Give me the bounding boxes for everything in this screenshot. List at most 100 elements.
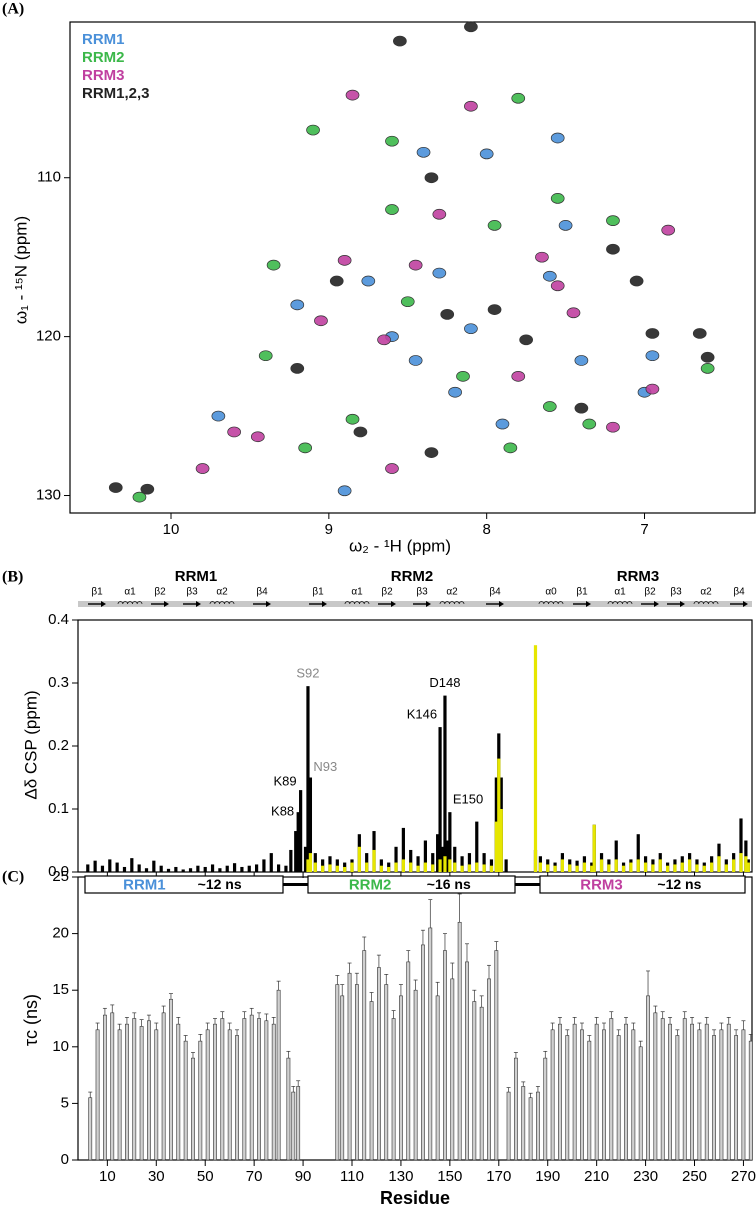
bar [631,1029,636,1161]
helix [693,601,719,605]
bar [438,727,442,872]
bar [732,859,736,872]
domain-box [307,875,516,894]
peak [337,254,352,266]
strand-head [391,601,396,607]
helix [607,601,633,605]
peak [424,172,439,184]
bar [702,865,706,872]
bar [276,989,281,1161]
strand-head [101,601,106,607]
peak [661,224,676,236]
bar [284,865,288,872]
x-tick-label: 170 [486,1168,511,1185]
domain-name: RRM1 [123,876,166,893]
bar [335,984,340,1161]
domain-label: RRM3 [617,568,660,585]
peak [700,363,715,374]
peak [645,383,660,395]
peak [692,328,707,339]
legend-entry: RRM1 [82,31,125,48]
bar [494,950,499,1161]
bar [592,824,596,872]
bar [296,812,300,872]
x-tick-label: 10 [163,521,180,538]
bar [697,1029,702,1161]
bar [299,790,303,872]
bar [271,1023,276,1161]
bar [565,1035,570,1161]
bar [379,865,383,872]
peak [393,35,407,47]
bar [704,1023,709,1161]
bar [218,868,222,872]
bar [450,978,455,1161]
bar [335,865,339,872]
peak [250,431,265,443]
peak [266,259,281,271]
peak [535,251,549,263]
y-tick-label: 20 [52,925,69,942]
peak [464,21,478,33]
bar [443,856,447,872]
y-tick-label: 0.3 [48,674,69,691]
bar [575,865,579,872]
bar [130,858,134,872]
sse-label: β4 [256,587,268,598]
legend-entry: RRM3 [82,67,125,84]
peak [606,215,620,226]
peak [227,426,241,438]
x-tick-label: 150 [437,1168,462,1185]
bar [744,856,748,872]
domain-tau: ~12 ns [657,876,701,892]
sse-label: β3 [186,587,198,598]
bar [362,950,367,1161]
bar [264,1020,269,1161]
bar [680,862,684,872]
bar [550,1029,555,1161]
peak [329,275,344,287]
bar [188,868,193,872]
bar [506,1091,511,1161]
domain-box [539,875,746,894]
peak [495,418,510,430]
peak [195,463,210,474]
y-tick-label: 0 [61,1151,69,1168]
bar [746,862,750,872]
bar [438,859,442,872]
bar [682,1018,687,1161]
peak [606,421,620,433]
annotation: D148 [429,675,460,690]
bar [394,862,398,872]
peak [645,350,660,362]
panel-label: (C) [2,869,24,886]
peak [629,275,644,287]
bar [479,1006,484,1161]
bar [599,859,604,872]
peak [574,402,589,414]
bar [247,865,251,872]
bar [616,1035,621,1161]
sse-label: β4 [489,587,501,598]
annotation: K89 [273,774,296,789]
strand-head [196,601,201,607]
domain-label: RRM2 [391,568,434,585]
peak [519,334,533,346]
bar [653,1012,658,1161]
bar [354,984,359,1161]
bar [394,846,398,872]
bar [690,1023,694,1161]
annotation: S92 [296,666,319,681]
strand-head [266,601,271,607]
y-tick-label: 130 [36,486,61,503]
bar [739,853,743,872]
strand-head [322,601,327,607]
bar [205,1029,210,1161]
bar [108,859,112,872]
bar [651,864,655,872]
bar [350,862,354,872]
peak [140,483,155,495]
bar [472,1001,477,1161]
bar [538,862,542,872]
